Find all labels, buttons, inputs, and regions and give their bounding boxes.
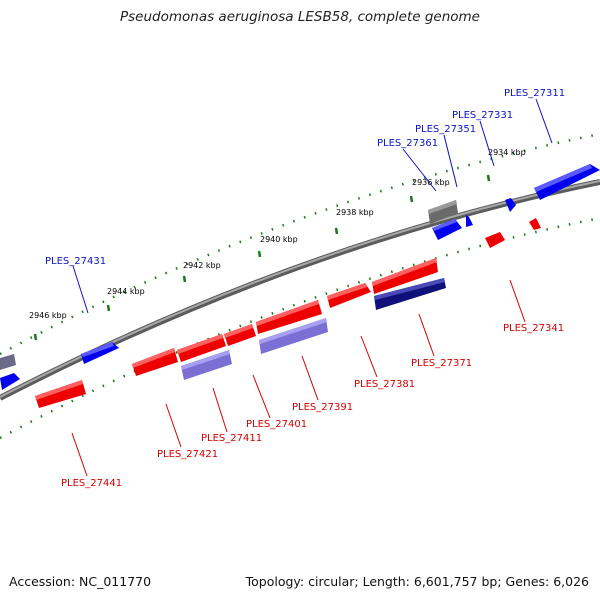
gene-gray-feature[interactable] bbox=[428, 200, 458, 224]
label-PLES_27361: PLES_27361 bbox=[377, 138, 438, 149]
gene-PLES_27351[interactable] bbox=[466, 215, 473, 227]
label-PLES_27311: PLES_27311 bbox=[504, 88, 565, 99]
gene-purple-feature-b[interactable] bbox=[181, 350, 232, 380]
gene-PLES_27431[interactable] bbox=[81, 342, 119, 364]
major-ticks bbox=[33, 174, 491, 341]
map-title: Pseudomonas aeruginosa LESB58, complete … bbox=[120, 9, 480, 25]
gene-PLES_27441[interactable] bbox=[35, 380, 86, 408]
gene-PLES_27371[interactable] bbox=[372, 258, 438, 294]
label-PLES_27411: PLES_27411 bbox=[201, 433, 262, 444]
label-PLES_27421: PLES_27421 bbox=[157, 449, 218, 460]
gene-purple-feature-a[interactable] bbox=[259, 318, 328, 354]
genome-summary: Topology: circular; Length: 6,601,757 bp… bbox=[245, 574, 589, 589]
gene-PLES_27341[interactable] bbox=[485, 218, 541, 248]
label-PLES_27441: PLES_27441 bbox=[61, 478, 122, 489]
gene-navy-feature[interactable] bbox=[374, 278, 446, 310]
gene-PLES_27401[interactable] bbox=[224, 324, 256, 346]
accession-text: Accession: NC_011770 bbox=[9, 574, 152, 589]
label-PLES_27331: PLES_27331 bbox=[452, 110, 513, 121]
label-PLES_27401: PLES_27401 bbox=[246, 419, 307, 430]
gene-PLES_27381[interactable] bbox=[327, 283, 371, 308]
label-PLES_27391: PLES_27391 bbox=[292, 402, 353, 413]
label-PLES_27431: PLES_27431 bbox=[45, 256, 106, 267]
gene-left-gray-a[interactable] bbox=[0, 354, 16, 370]
tick-label-2944: 2944 kbp bbox=[107, 287, 145, 296]
tick-label-2938: 2938 kbp bbox=[336, 208, 374, 217]
tick-label-2934: 2934 kbp bbox=[488, 148, 526, 157]
gene-PLES_27391[interactable] bbox=[256, 300, 322, 334]
gene-PLES_27411[interactable] bbox=[177, 334, 226, 362]
gene-left-blue-a[interactable] bbox=[0, 373, 20, 390]
gene-PLES_27311[interactable] bbox=[534, 164, 600, 200]
label-PLES_27341: PLES_27341 bbox=[503, 323, 564, 334]
label-PLES_27351: PLES_27351 bbox=[415, 124, 476, 135]
tick-label-2946: 2946 kbp bbox=[29, 311, 67, 320]
tick-label-2942: 2942 kbp bbox=[183, 261, 221, 270]
label-connectors bbox=[71, 98, 553, 477]
label-PLES_27371: PLES_27371 bbox=[411, 358, 472, 369]
tick-track-outer bbox=[0, 132, 600, 356]
gene-PLES_27421[interactable] bbox=[132, 348, 178, 376]
label-PLES_27381: PLES_27381 bbox=[354, 379, 415, 390]
gene-PLES_27361[interactable] bbox=[432, 219, 462, 240]
genome-backbone bbox=[0, 179, 600, 401]
gene-PLES_27331[interactable] bbox=[505, 198, 516, 212]
tick-label-2936: 2936 kbp bbox=[412, 178, 450, 187]
tick-label-2940: 2940 kbp bbox=[260, 235, 298, 244]
